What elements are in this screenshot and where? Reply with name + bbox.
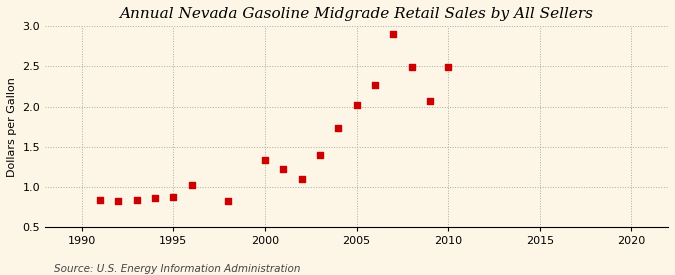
Point xyxy=(95,197,105,202)
Point xyxy=(150,196,161,200)
Text: Source: U.S. Energy Information Administration: Source: U.S. Energy Information Administ… xyxy=(54,264,300,274)
Point xyxy=(333,126,344,130)
Point xyxy=(113,199,124,204)
Y-axis label: Dollars per Gallon: Dollars per Gallon xyxy=(7,77,17,177)
Point xyxy=(132,197,142,202)
Point xyxy=(369,83,380,87)
Title: Annual Nevada Gasoline Midgrade Retail Sales by All Sellers: Annual Nevada Gasoline Midgrade Retail S… xyxy=(119,7,593,21)
Point xyxy=(260,158,271,163)
Point xyxy=(351,103,362,107)
Point xyxy=(315,153,325,157)
Point xyxy=(186,183,197,188)
Point xyxy=(406,65,417,69)
Point xyxy=(223,198,234,203)
Point xyxy=(388,31,399,36)
Point xyxy=(296,177,307,181)
Point xyxy=(425,99,435,103)
Point xyxy=(168,194,179,199)
Point xyxy=(443,65,454,69)
Point xyxy=(278,167,289,171)
